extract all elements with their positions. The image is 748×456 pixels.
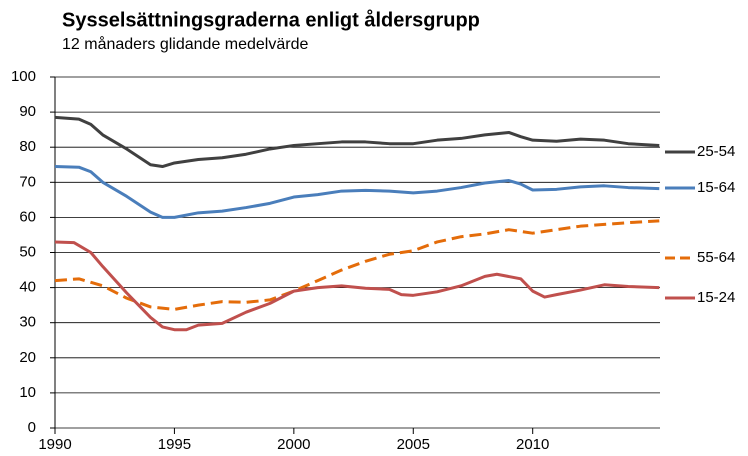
x-tick-label: 2000 [277,436,310,453]
chart-subtitle: 12 månaders glidande medelvärde [62,35,308,53]
y-tick-label: 30 [19,314,36,331]
legend-label: 15-64 [697,179,735,196]
x-tick-label: 2005 [397,436,430,453]
series-line [54,165,660,219]
legend-label: 25-54 [697,143,735,160]
series-line [54,240,660,332]
legend-label: 55-64 [697,249,735,266]
y-tick-label: 20 [19,349,36,366]
y-tick-label: 50 [19,243,36,260]
y-tick-label: 100 [11,68,36,85]
y-tick-label: 40 [19,279,36,296]
x-tick-label: 2010 [516,436,549,453]
y-tick-label: 60 [19,208,36,225]
chart-title: Sysselsättningsgraderna enligt åldersgru… [62,8,480,31]
y-tick-label: 70 [19,173,36,190]
y-tick-label: 0 [28,419,36,436]
series-line [54,115,660,169]
x-tick-label: 1995 [158,436,191,453]
legend-label: 15-24 [697,289,735,306]
y-tick-label: 90 [19,103,36,120]
series-line [54,219,660,311]
y-tick-label: 80 [19,138,36,155]
x-tick-label: 1990 [38,436,71,453]
y-tick-label: 10 [19,384,36,401]
